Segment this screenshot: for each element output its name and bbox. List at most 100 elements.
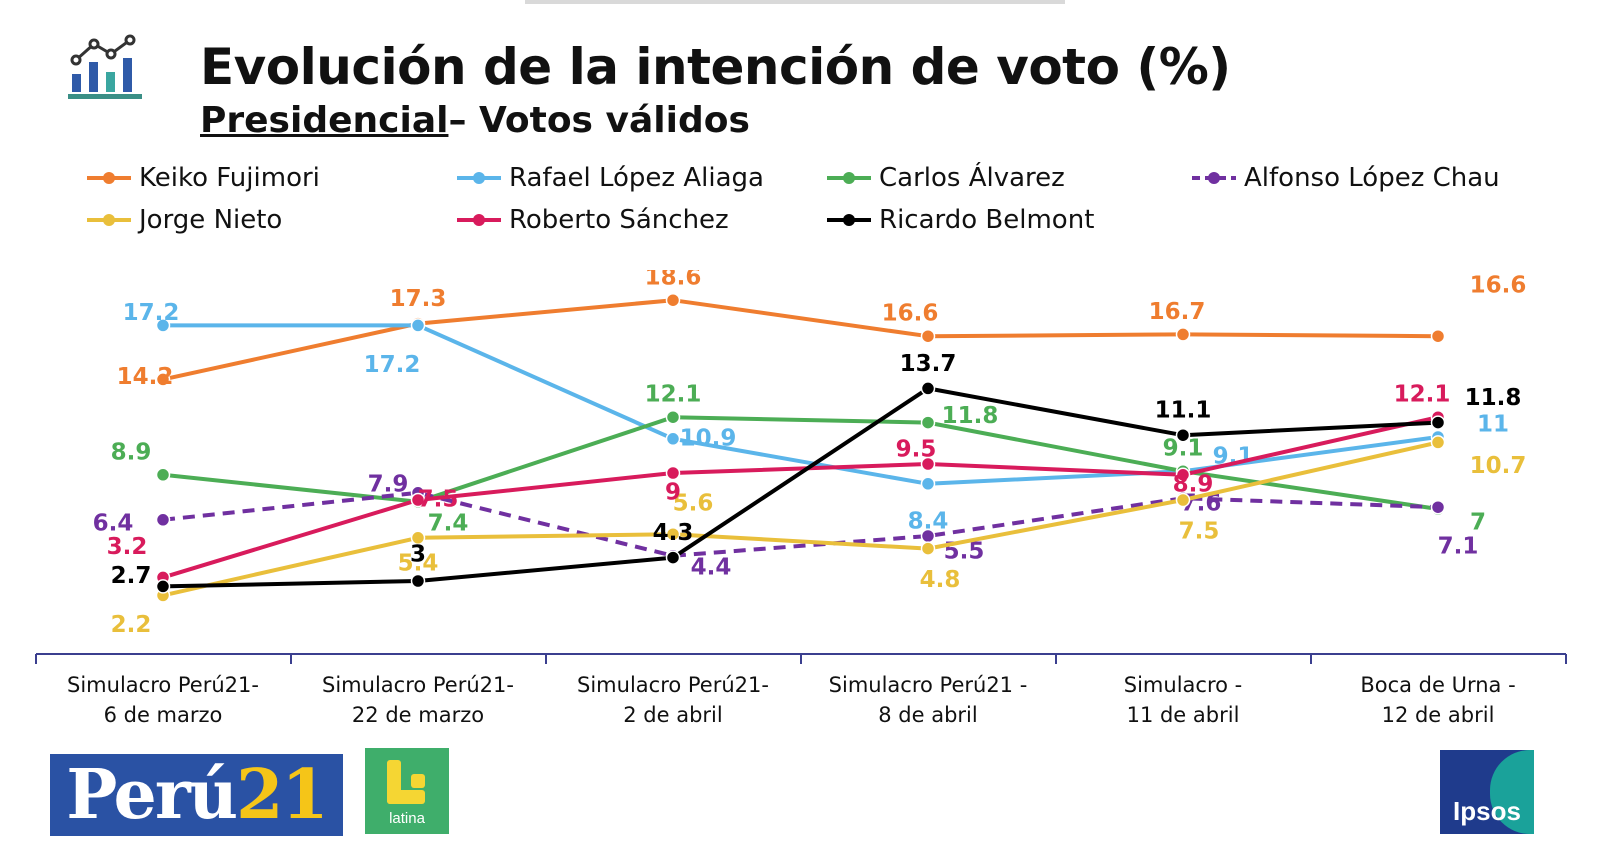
latina-logo: latina bbox=[365, 748, 449, 834]
legend-item-jorge-nieto: Jorge Nieto bbox=[85, 205, 282, 235]
data-point bbox=[665, 465, 681, 481]
data-label: 17.2 bbox=[123, 300, 180, 326]
series-line bbox=[162, 415, 1439, 580]
data-point bbox=[1175, 492, 1191, 508]
data-point bbox=[1175, 427, 1191, 443]
data-label: 2.2 bbox=[111, 612, 152, 638]
data-label: 7.4 bbox=[428, 510, 469, 536]
legend-label: Rafael López Aliaga bbox=[509, 163, 764, 193]
data-label: 10.9 bbox=[680, 425, 737, 451]
data-point bbox=[665, 431, 681, 447]
data-label: 5.6 bbox=[673, 491, 714, 517]
legend-swatch bbox=[827, 214, 871, 226]
legend-label: Jorge Nieto bbox=[139, 205, 283, 235]
data-point bbox=[410, 492, 426, 508]
data-point bbox=[1430, 328, 1446, 344]
data-point bbox=[155, 372, 171, 387]
data-label: 16.6 bbox=[1470, 273, 1527, 299]
data-point bbox=[1175, 327, 1191, 342]
data-point bbox=[1430, 415, 1446, 430]
legend-label: Keiko Fujimori bbox=[139, 163, 320, 193]
subtitle-underlined: Presidencial bbox=[200, 100, 449, 141]
ipsos-logo-text: Ipsos bbox=[1453, 796, 1521, 826]
data-label: 9.5 bbox=[896, 437, 937, 463]
data-point bbox=[410, 530, 426, 546]
x-tick-label: Simulacro - bbox=[1124, 673, 1242, 697]
legend-label: Roberto Sánchez bbox=[509, 205, 729, 235]
data-label: 13.7 bbox=[900, 351, 957, 377]
data-label: 11.8 bbox=[1465, 385, 1522, 411]
legend-item-roberto-sanchez: Roberto Sánchez bbox=[455, 205, 729, 235]
legend-swatch bbox=[87, 172, 131, 184]
data-label: 11.1 bbox=[1155, 398, 1212, 424]
legend-item-ricardo-belmont: Ricardo Belmont bbox=[825, 205, 1094, 235]
series-line bbox=[162, 440, 1439, 598]
latina-logo-mark bbox=[387, 760, 425, 804]
series-jorge-nieto: 2.2 5.4 5.6 4.8 7.5 10.7 bbox=[111, 435, 1526, 638]
legend-label: Carlos Álvarez bbox=[879, 163, 1065, 193]
legend-item-alfonso-lopez-chau: Alfonso López Chau bbox=[1190, 163, 1500, 193]
x-tick-label: Simulacro Perú21- bbox=[67, 673, 259, 697]
x-tick-label: Simulacro Perú21- bbox=[577, 673, 769, 697]
data-label: 7.1 bbox=[1438, 534, 1479, 560]
data-point bbox=[155, 512, 171, 528]
series-keiko-fujimori: 14.2 17.3 18.6 16.6 16.7 16.6 bbox=[117, 270, 1527, 390]
data-label: 5.4 bbox=[398, 550, 439, 576]
data-point bbox=[920, 456, 936, 472]
chart-subtitle: Presidencial– Votos válidos bbox=[200, 100, 750, 141]
legend-item-keiko-fujimori: Keiko Fujimori bbox=[85, 163, 320, 193]
legend-swatch bbox=[457, 214, 501, 226]
series-ricardo-belmont: 2.7 3 4.3 13.7 11.1 11.8 bbox=[111, 351, 1522, 594]
data-label: 4.4 bbox=[691, 554, 732, 580]
data-point bbox=[665, 292, 681, 308]
data-label: 6.4 bbox=[93, 510, 134, 536]
series-line bbox=[162, 298, 1439, 382]
data-label: 12.1 bbox=[645, 382, 702, 408]
series-line bbox=[162, 415, 1439, 511]
series-line bbox=[162, 490, 1439, 558]
data-point bbox=[665, 409, 681, 425]
data-label: 11 bbox=[1477, 412, 1509, 438]
data-label: 12.1 bbox=[1394, 382, 1451, 408]
x-tick-label: 2 de abril bbox=[623, 703, 722, 727]
series-roberto-sanchez: 3.2 7.5 9 9.5 8.9 12.1 bbox=[107, 382, 1451, 585]
data-point bbox=[410, 573, 426, 589]
subtitle-rest: – Votos válidos bbox=[448, 100, 750, 141]
data-label: 17.2 bbox=[364, 352, 421, 378]
x-tick-label: 8 de abril bbox=[878, 703, 977, 727]
data-point bbox=[1430, 499, 1446, 515]
data-label: 8.9 bbox=[1173, 471, 1214, 497]
legend-swatch bbox=[1192, 172, 1236, 184]
data-label: 18.6 bbox=[645, 270, 702, 291]
data-point bbox=[665, 526, 681, 542]
data-label: 11.8 bbox=[942, 403, 999, 429]
data-point bbox=[155, 467, 171, 483]
data-point bbox=[665, 550, 681, 565]
data-label: 7.9 bbox=[368, 471, 409, 497]
ipsos-logo: Ipsos bbox=[1440, 750, 1534, 834]
series-line bbox=[162, 386, 1439, 589]
legend-swatch bbox=[87, 214, 131, 226]
latina-logo-text: latina bbox=[389, 810, 425, 827]
data-point bbox=[1175, 467, 1191, 483]
chart-legend: Keiko Fujimori Rafael López Aliaga Carlos … bbox=[85, 163, 1565, 253]
x-tick-label: Simulacro Perú21 - bbox=[829, 673, 1028, 697]
peru21-logo-number: 21 bbox=[236, 755, 329, 835]
data-label: 4.8 bbox=[920, 567, 961, 593]
top-divider bbox=[525, 0, 1065, 4]
data-point bbox=[1430, 435, 1446, 450]
legend-item-carlos-alvarez: Carlos Álvarez bbox=[825, 163, 1065, 193]
data-point bbox=[155, 318, 171, 333]
data-label: 14.2 bbox=[117, 364, 174, 390]
data-point bbox=[920, 415, 936, 430]
data-label: 7 bbox=[1470, 510, 1486, 536]
x-tick-label: 6 de marzo bbox=[104, 703, 223, 727]
x-tick-label: 12 de abril bbox=[1382, 703, 1495, 727]
data-label: 7.5 bbox=[418, 487, 459, 513]
data-label: 9 bbox=[665, 480, 681, 506]
data-label: 16.6 bbox=[882, 301, 939, 327]
peru21-logo: Perú 21 bbox=[50, 754, 343, 836]
x-tick-label: Simulacro Perú21- bbox=[322, 673, 514, 697]
data-label: 4.3 bbox=[653, 520, 694, 546]
data-point bbox=[920, 476, 936, 492]
